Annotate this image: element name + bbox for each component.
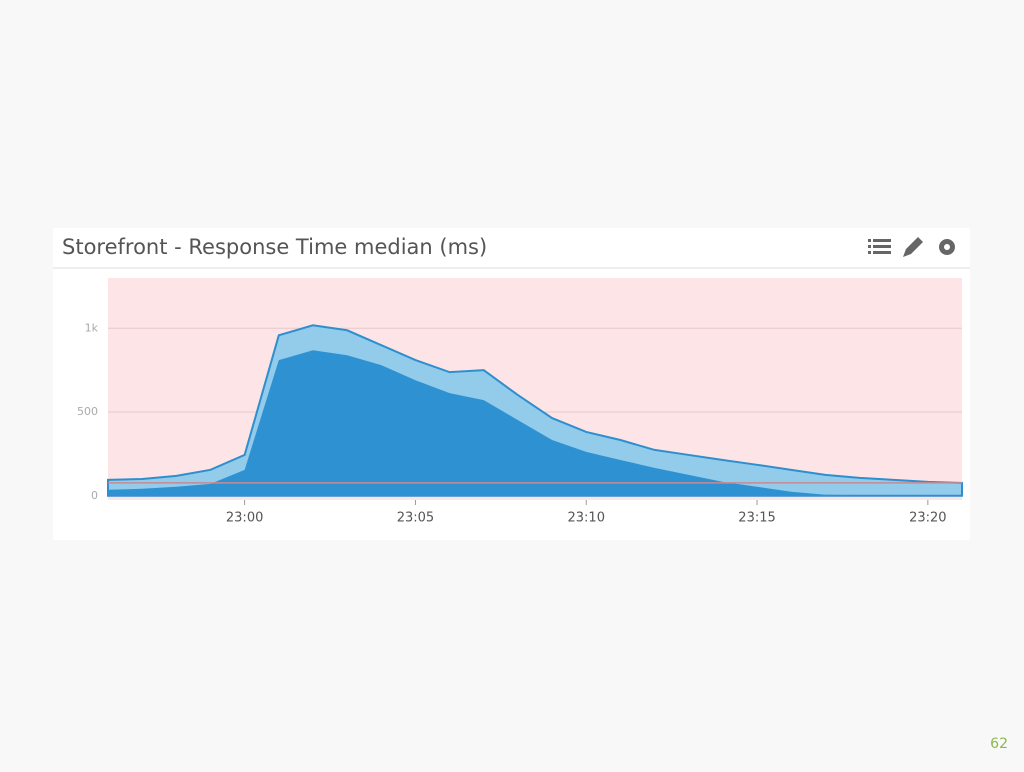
y-tick-label: 1k: [85, 321, 99, 334]
x-tick-label: 23:20: [909, 511, 946, 526]
area: [108, 350, 962, 496]
y-tick-label: 0: [91, 489, 98, 502]
x-tick-label: 23:05: [397, 511, 434, 526]
plot: 0 500 1k 23:00 23:05 23:10 23:15 23:20: [77, 321, 963, 526]
header-icons: [868, 237, 955, 257]
chart-title: Storefront - Response Time median (ms): [62, 235, 487, 259]
page-number: 62: [990, 736, 1008, 752]
x-tick-label: 23:15: [738, 511, 775, 526]
y-tick-label: 500: [77, 405, 98, 418]
x-tick-label: 23:00: [226, 511, 263, 526]
x-tick-label: 23:10: [568, 511, 605, 526]
